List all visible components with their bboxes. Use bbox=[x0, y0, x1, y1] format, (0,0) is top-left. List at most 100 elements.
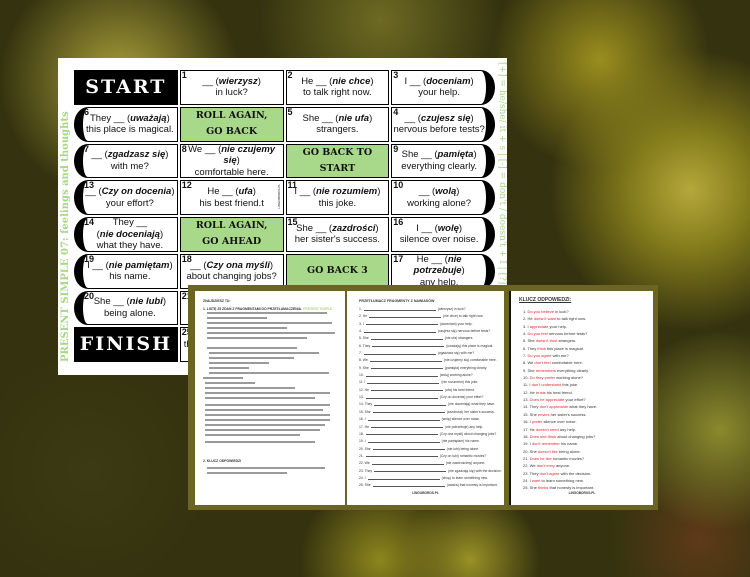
cell-line: __ (Czy ona myśli) bbox=[190, 259, 274, 271]
polish-verb: nie doceniają bbox=[99, 228, 160, 240]
exercise-item: 15. She (zazdrości) her sister's success. bbox=[359, 410, 499, 417]
board-cell-14: 14 They __ (nie doceniają) what they have. bbox=[74, 217, 178, 252]
action-line: ROLL AGAIN, bbox=[195, 220, 268, 232]
answer-blank bbox=[367, 439, 440, 443]
item-number: 22. We bbox=[359, 461, 370, 466]
item-hint: (nie lubi) being alone. bbox=[446, 446, 480, 451]
action-line: GO BACK bbox=[206, 126, 258, 138]
polish-verb: nie lubi bbox=[129, 296, 163, 308]
cell-line: __ (Czy on docenia) bbox=[85, 186, 175, 198]
answer-highlight: Does he appreciate bbox=[529, 397, 565, 403]
polish-verb: nie rozumiem bbox=[315, 186, 378, 198]
item-hint: (nie zazdrościmy) anyone. bbox=[445, 461, 486, 466]
polish-verb: zgadzasz się bbox=[107, 149, 166, 161]
item-hint: (uważają) this place is magical. bbox=[446, 343, 494, 348]
board-cell-12: 12 He __ (ufa) his best friend.t LINGOBOROS… bbox=[179, 180, 284, 215]
cell-line: __ (wierzysz) bbox=[202, 75, 261, 87]
item-number: 22. bbox=[523, 463, 530, 469]
polish-verb: nie czujemy się bbox=[221, 143, 276, 167]
cell-line: his best friend.t bbox=[199, 197, 264, 209]
answer-blank bbox=[365, 395, 438, 399]
grammar-rule-label: [+] = he/she/ it + s | [-] = don't / doe… bbox=[497, 62, 507, 295]
cell-line: his name. bbox=[109, 271, 151, 283]
exercise-item: 5. She (nie ufa) strangers. bbox=[359, 336, 499, 343]
answer-key-item: 4. Do you feel nervous before tests? bbox=[523, 331, 588, 337]
item-hint: (wierzysz) in luck? bbox=[437, 307, 466, 311]
answer-blank bbox=[370, 336, 443, 340]
item-number: 10. bbox=[523, 375, 530, 381]
action-cell: ROLL AGAIN, GO AHEAD bbox=[179, 217, 284, 252]
polish-verb: uważają bbox=[130, 112, 167, 124]
intro-body-text bbox=[209, 352, 319, 354]
intro-body-text bbox=[207, 312, 327, 314]
item-number: 9. She bbox=[359, 365, 369, 370]
intro-body-text bbox=[209, 357, 294, 359]
item-number: 9. bbox=[523, 367, 528, 373]
polish-verb: nie chce bbox=[332, 75, 371, 87]
cell-number: 17 bbox=[393, 253, 404, 264]
answer-highlight: don't appreciate bbox=[539, 404, 568, 410]
item-number: 19. bbox=[523, 441, 530, 447]
board-cell-17: 17 He __ (nie potrzebuje) any help. bbox=[391, 253, 495, 289]
board-cell-19: 19 I __ (nie pamiętam) his name. bbox=[74, 253, 178, 289]
item-hint: (pamięta) everything clearly. bbox=[444, 365, 488, 370]
answer-blank bbox=[374, 469, 447, 473]
item-number: 3. I bbox=[359, 321, 364, 326]
action-cell: GO BACK TO START bbox=[285, 143, 390, 179]
cell-line: I __ (doceniam) bbox=[404, 75, 474, 87]
cell-number: 1 bbox=[181, 70, 187, 80]
board-cell-9: 9 She __ (pamięta) everything clearly. bbox=[391, 143, 495, 179]
answer-highlight: Does she think bbox=[529, 433, 557, 439]
board-cell-8: 8 We __ (nie czujemy się) comfortable here… bbox=[179, 143, 284, 179]
board-cell-13: 13 __ (Czy on docenia) your effort? bbox=[74, 180, 178, 215]
item-number: 6. bbox=[523, 345, 528, 351]
board-cell-3: 3 I __ (doceniam) your help. bbox=[391, 70, 495, 105]
item-hint: (doceniam) your help. bbox=[439, 321, 473, 326]
answer-key-item: 5. She doesn't trust strangers. bbox=[523, 338, 577, 344]
intro-body-text bbox=[205, 387, 295, 389]
answer-key-item: 18. Does she think about changing jobs? bbox=[523, 433, 596, 439]
item-number: 15. She bbox=[359, 409, 371, 414]
cell-number: 13 bbox=[84, 180, 95, 191]
answer-highlight: don't feel bbox=[534, 360, 551, 366]
cell-line: She __ (pamięta) bbox=[401, 149, 477, 161]
cell-line: your effort? bbox=[105, 197, 154, 209]
cell-line: being alone. bbox=[103, 307, 156, 319]
exercise-title: PRZETŁUMACZ FRAGMENTY Z NAWIASÓW bbox=[359, 299, 435, 303]
item-number: 7. bbox=[523, 353, 528, 359]
answer-key-item: 12. He trusts his best friend. bbox=[523, 389, 573, 395]
item-hint: (chcę) to learn something new. bbox=[441, 475, 488, 480]
answer-key-item: 2. He doesn't want to talk right now. bbox=[523, 316, 587, 322]
exercise-item: 16. I (wolę) silence over noise. bbox=[359, 417, 499, 424]
cell-number: 9 bbox=[393, 143, 399, 154]
item-number: 18. bbox=[359, 431, 364, 436]
polish-verb: wolą bbox=[435, 186, 457, 198]
item-hint: (Czy on docenia) your effort? bbox=[439, 395, 484, 400]
worksheet-intro-page: ZNAJDZIESZ TU: 1. LISTĘ 25 ZDAŃ Z FRAGME… bbox=[195, 291, 345, 505]
cell-line: They __ (uważają) bbox=[90, 112, 170, 124]
answer-key-item: 6. They think this place is magical. bbox=[523, 345, 584, 351]
cell-number: 18 bbox=[181, 253, 192, 264]
intro-body-text bbox=[205, 434, 300, 436]
answer-key-item: 1. Do you believe in luck? bbox=[523, 309, 569, 314]
board-cell-7: 7 __ (zgadzasz się) with me? bbox=[74, 143, 178, 179]
item-number: 25. She bbox=[359, 483, 371, 488]
board-cell-1: 1 __ (wierzysz) in luck? bbox=[179, 70, 284, 105]
exercise-item: 6. They (uważają) this place is magical. bbox=[359, 344, 499, 351]
answer-blank bbox=[372, 410, 445, 414]
action-line: GO AHEAD bbox=[202, 236, 262, 248]
polish-verb: wolę bbox=[437, 222, 459, 234]
cell-number: 19 bbox=[84, 253, 95, 264]
board-cell-11: 11 I __ (nie rozumiem) this joke. bbox=[285, 180, 390, 215]
action-line: ROLL AGAIN, bbox=[195, 109, 268, 121]
item-number: 20. She bbox=[359, 446, 371, 451]
cell-number: 12 bbox=[181, 180, 192, 191]
polish-verb: nie pamiętam bbox=[108, 259, 170, 271]
intro-body-text bbox=[209, 367, 249, 369]
cell-line: I __ (wolę) bbox=[416, 222, 463, 234]
answer-key-item: 17. He doesn't need any help. bbox=[523, 426, 577, 432]
item-number: 23. They bbox=[359, 468, 373, 473]
cell-label: FINISH bbox=[79, 333, 173, 356]
intro-body-text bbox=[205, 424, 325, 426]
exercise-item: 25. She (uważa) that honesty is important… bbox=[359, 483, 499, 490]
